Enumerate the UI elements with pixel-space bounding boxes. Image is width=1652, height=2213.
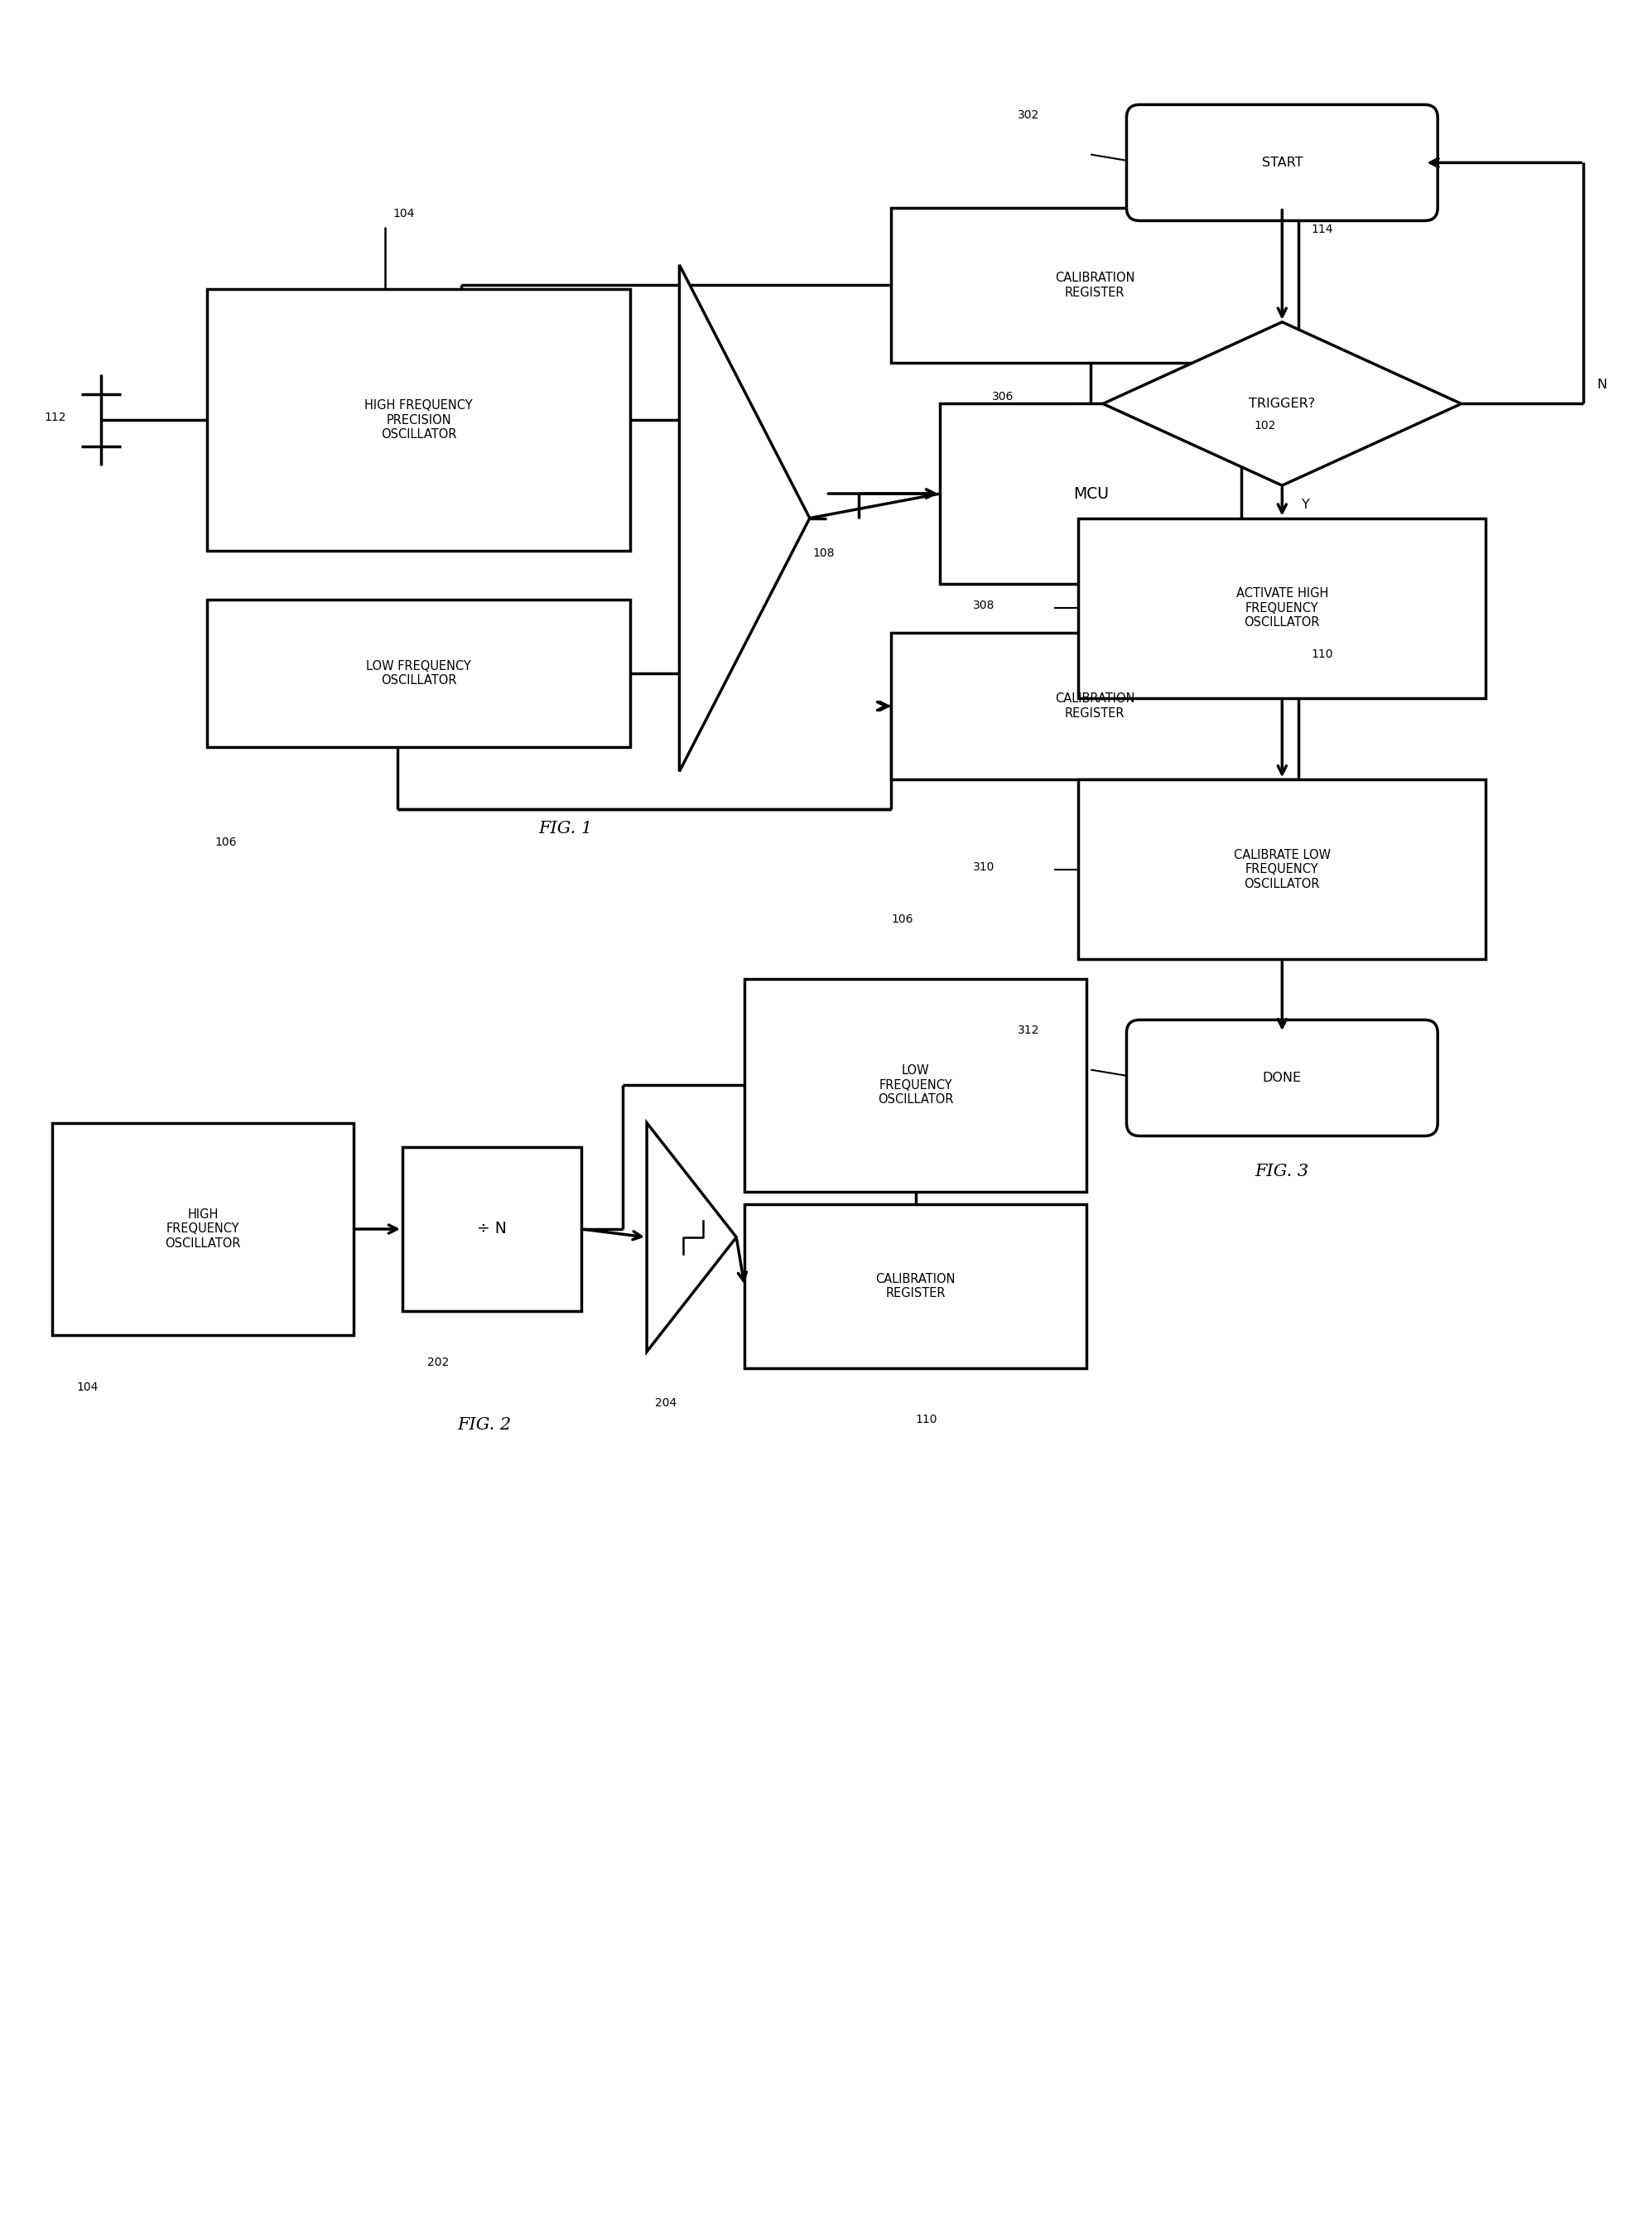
Text: FIG. 3: FIG. 3: [1256, 1164, 1308, 1180]
Text: 110: 110: [1312, 648, 1333, 659]
Text: CALIBRATION
REGISTER: CALIBRATION REGISTER: [876, 1272, 955, 1299]
FancyBboxPatch shape: [1127, 104, 1437, 221]
Text: 114: 114: [1312, 224, 1333, 235]
Text: CALIBRATION
REGISTER: CALIBRATION REGISTER: [1056, 693, 1135, 719]
Polygon shape: [206, 600, 631, 748]
Text: HIGH
FREQUENCY
OSCILLATOR: HIGH FREQUENCY OSCILLATOR: [165, 1208, 241, 1250]
Text: 102: 102: [1254, 420, 1277, 432]
Text: FIG. 2: FIG. 2: [458, 1416, 510, 1432]
Text: 106: 106: [215, 837, 238, 848]
Text: 104: 104: [393, 208, 415, 219]
Polygon shape: [745, 1204, 1087, 1368]
Text: 308: 308: [973, 600, 995, 611]
Text: HIGH FREQUENCY
PRECISION
OSCILLATOR: HIGH FREQUENCY PRECISION OSCILLATOR: [365, 401, 472, 440]
Text: LOW FREQUENCY
OSCILLATOR: LOW FREQUENCY OSCILLATOR: [367, 659, 471, 686]
Polygon shape: [648, 1122, 737, 1352]
Text: START: START: [1262, 157, 1303, 168]
Polygon shape: [1079, 779, 1485, 960]
Polygon shape: [745, 978, 1087, 1191]
Text: N: N: [1596, 378, 1606, 392]
Polygon shape: [206, 290, 631, 551]
Text: LOW
FREQUENCY
OSCILLATOR: LOW FREQUENCY OSCILLATOR: [877, 1064, 953, 1106]
Text: ÷ N: ÷ N: [477, 1222, 507, 1237]
Text: 302: 302: [1018, 111, 1039, 122]
Text: 306: 306: [993, 392, 1014, 403]
Text: 110: 110: [915, 1414, 938, 1425]
Text: MCU: MCU: [1072, 487, 1108, 502]
Text: 112: 112: [45, 412, 66, 423]
Text: FIG. 1: FIG. 1: [539, 821, 593, 837]
Text: CALIBRATE LOW
FREQUENCY
OSCILLATOR: CALIBRATE LOW FREQUENCY OSCILLATOR: [1234, 850, 1330, 890]
Text: Y: Y: [1302, 498, 1310, 511]
Text: TRIGGER?: TRIGGER?: [1249, 398, 1315, 409]
Text: 312: 312: [1018, 1025, 1039, 1036]
Polygon shape: [679, 266, 809, 772]
Polygon shape: [890, 208, 1298, 363]
Text: 108: 108: [813, 547, 834, 560]
Text: CALIBRATION
REGISTER: CALIBRATION REGISTER: [1056, 272, 1135, 299]
Text: 104: 104: [76, 1381, 99, 1392]
Text: 310: 310: [973, 861, 995, 872]
Polygon shape: [403, 1146, 582, 1310]
Polygon shape: [890, 633, 1298, 779]
Polygon shape: [1104, 323, 1462, 485]
Polygon shape: [1079, 518, 1485, 697]
Text: DONE: DONE: [1262, 1071, 1302, 1084]
FancyBboxPatch shape: [1127, 1020, 1437, 1135]
Text: 204: 204: [654, 1396, 677, 1410]
Text: ACTIVATE HIGH
FREQUENCY
OSCILLATOR: ACTIVATE HIGH FREQUENCY OSCILLATOR: [1236, 586, 1328, 628]
Text: 106: 106: [890, 914, 914, 925]
Text: 202: 202: [426, 1357, 449, 1368]
Polygon shape: [53, 1122, 354, 1334]
Polygon shape: [940, 403, 1241, 584]
